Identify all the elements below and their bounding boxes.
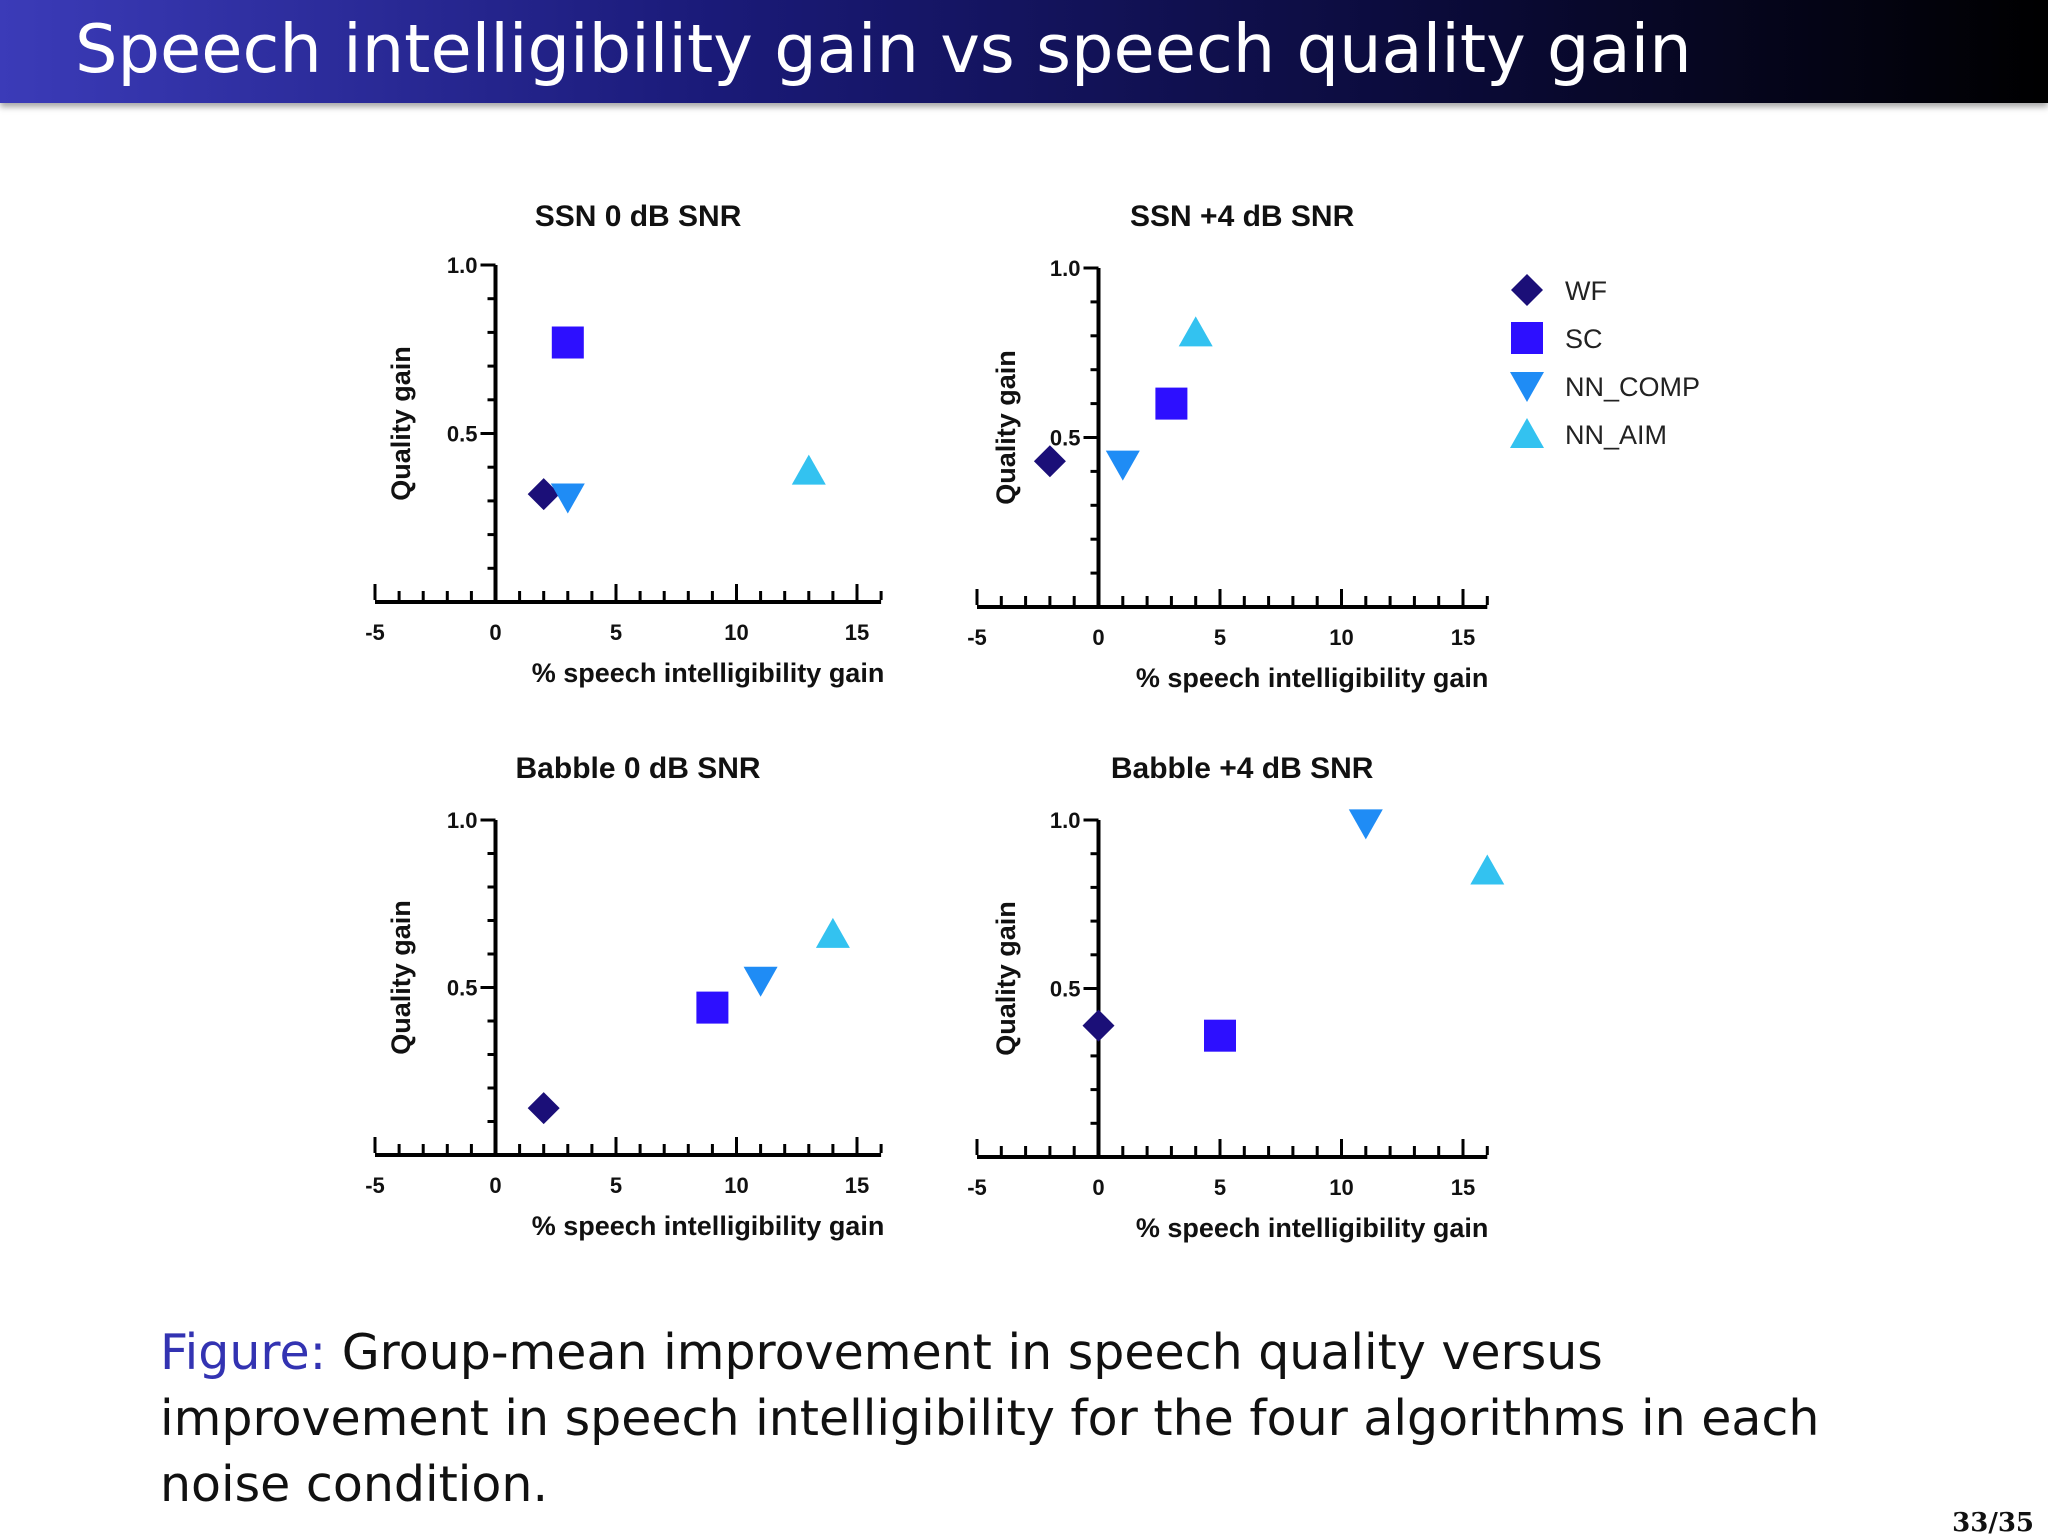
data-point-sc [696, 991, 729, 1024]
data-point-nn-comp [743, 966, 778, 997]
x-tick-label: 10 [724, 620, 748, 645]
legend-label: WF [1565, 276, 1607, 306]
figure-caption: Figure: Group-mean improvement in speech… [160, 1320, 1920, 1518]
page-number: 33/35 [1952, 1508, 2034, 1538]
x-axis-label: % speech intelligibility gain [1136, 663, 1489, 693]
x-tick-label: 0 [1092, 625, 1104, 650]
data-point-nn-aim [1470, 854, 1505, 885]
x-tick-label: -5 [967, 1175, 987, 1200]
panel-title: Babble 0 dB SNR [516, 752, 761, 785]
legend-marker-nn-comp [1510, 372, 1544, 402]
legend-label: NN_COMP [1565, 372, 1700, 402]
x-tick-label: 0 [1092, 1175, 1104, 1200]
x-tick-label: 10 [1329, 625, 1353, 650]
data-point-wf [1082, 1009, 1115, 1042]
x-tick-label: -5 [365, 620, 385, 645]
data-point-nn-aim [1178, 316, 1213, 347]
x-axis-label: % speech intelligibility gain [1136, 1213, 1489, 1243]
figure-panel: SSN 0 dB SNR -5 0 5 10 15 0.5 1.0 % speech intel… [365, 200, 1700, 1243]
caption-text: Group-mean improvement in speech quality… [160, 1324, 1820, 1513]
y-axis-label: Quality gain [386, 900, 416, 1055]
data-point-nn-comp [1348, 809, 1383, 840]
x-tick-label: 0 [489, 1173, 501, 1198]
x-tick-label: -5 [365, 1173, 385, 1198]
legend-label: NN_AIM [1565, 420, 1667, 450]
y-tick-label: 1.0 [1050, 808, 1081, 833]
data-point-nn-aim [791, 454, 826, 485]
legend-marker-nn-aim [1510, 418, 1544, 448]
data-point-wf [527, 478, 560, 511]
y-tick-label: 0.5 [1050, 977, 1081, 1002]
data-point-sc [1204, 1019, 1236, 1052]
x-tick-label: 5 [610, 620, 622, 645]
y-axis-label: Quality gain [991, 901, 1021, 1056]
legend-marker-wf [1511, 274, 1543, 306]
legend-marker-sc [1511, 322, 1543, 354]
panel-title: SSN 0 dB SNR [535, 200, 742, 233]
x-tick-label: 10 [1329, 1175, 1353, 1200]
y-tick-label: 0.5 [447, 976, 478, 1001]
data-point-sc [551, 326, 584, 359]
title-bar: Speech intelligibility gain vs speech qu… [0, 0, 2048, 103]
x-tick-label: 0 [489, 620, 501, 645]
x-tick-label: 5 [1214, 1175, 1226, 1200]
y-axis-label: Quality gain [386, 346, 416, 501]
legend-label: SC [1565, 324, 1603, 354]
data-point-sc [1155, 387, 1188, 420]
y-tick-label: 1.0 [1050, 256, 1081, 281]
x-tick-label: 5 [1214, 625, 1226, 650]
caption-lead: Figure: [160, 1324, 327, 1381]
x-tick-label: 15 [845, 1173, 869, 1198]
slide-title: Speech intelligibility gain vs speech qu… [75, 10, 1692, 88]
panel-title: Babble +4 dB SNR [1111, 752, 1374, 785]
data-point-nn-comp [1105, 450, 1140, 481]
x-axis-label: % speech intelligibility gain [532, 658, 885, 688]
data-point-nn-comp [550, 483, 585, 514]
data-point-nn-aim [815, 917, 850, 948]
data-point-wf [1033, 445, 1066, 478]
x-axis-label: % speech intelligibility gain [532, 1211, 885, 1241]
y-tick-label: 1.0 [447, 253, 478, 278]
y-axis-label: Quality gain [991, 350, 1021, 505]
data-point-wf [527, 1092, 560, 1125]
x-tick-label: 15 [1451, 625, 1475, 650]
y-tick-label: 0.5 [447, 422, 478, 447]
x-tick-label: -5 [967, 625, 987, 650]
panel-title: SSN +4 dB SNR [1130, 200, 1355, 233]
y-tick-label: 0.5 [1050, 426, 1081, 451]
x-tick-label: 15 [845, 620, 869, 645]
y-tick-label: 1.0 [447, 808, 478, 833]
x-tick-label: 10 [724, 1173, 748, 1198]
x-tick-label: 15 [1451, 1175, 1475, 1200]
x-tick-label: 5 [610, 1173, 622, 1198]
